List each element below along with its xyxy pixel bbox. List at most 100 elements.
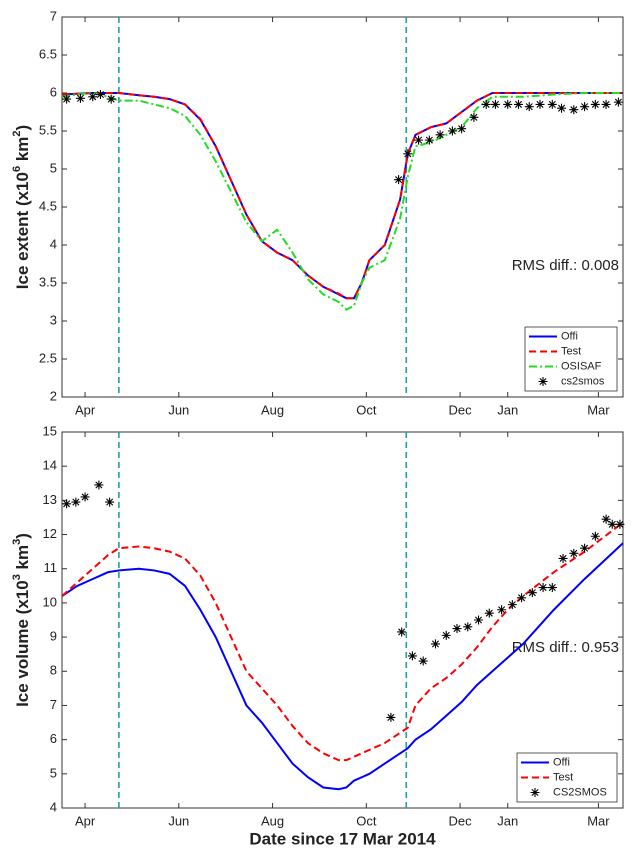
legend-label: Offi — [561, 330, 578, 342]
data-point — [397, 627, 407, 637]
y-tick-label: 11 — [44, 560, 58, 575]
data-point — [457, 124, 467, 134]
data-point — [601, 99, 611, 109]
data-point — [558, 553, 568, 563]
y-tick-label: 4 — [50, 799, 57, 814]
plot-area — [61, 431, 624, 809]
superscript: 3 — [11, 574, 23, 580]
y-tick-label: 13 — [43, 492, 57, 507]
data-point — [557, 103, 567, 113]
y-tick-label: 3.5 — [39, 274, 57, 289]
data-point — [527, 588, 537, 598]
y-tick-label: 6.5 — [39, 46, 57, 61]
data-point — [601, 514, 611, 524]
label-part: Ice extent (x10 — [13, 172, 32, 289]
data-point — [394, 175, 404, 185]
x-tick-label: Dec — [449, 813, 473, 828]
y-tick-label: 4.5 — [39, 198, 57, 213]
data-point — [607, 519, 617, 529]
data-point — [490, 99, 500, 109]
y-tick-label: 14 — [43, 458, 57, 473]
line-series — [61, 91, 623, 311]
x-tick-label: Apr — [75, 402, 96, 417]
data-point — [447, 126, 457, 136]
y-tick-label: 4 — [50, 236, 57, 251]
data-point — [524, 102, 534, 112]
y-tick-label: 12 — [43, 526, 57, 541]
data-point — [615, 519, 625, 529]
x-tick-label: Jan — [497, 813, 518, 828]
data-point — [463, 622, 473, 632]
data-point — [407, 651, 417, 661]
x-tick-label: Mar — [587, 813, 610, 828]
data-point — [105, 497, 115, 507]
data-point — [441, 630, 451, 640]
data-point — [580, 543, 590, 553]
y-tick-label: 6 — [50, 731, 57, 746]
legend-box — [524, 326, 618, 392]
y-tick-label: 8 — [50, 663, 57, 678]
label-part: ) — [13, 125, 32, 131]
data-point — [414, 135, 424, 145]
superscript: 6 — [11, 166, 23, 172]
data-point — [535, 99, 545, 109]
data-point — [538, 583, 548, 593]
data-point — [435, 130, 445, 140]
x-tick-label: Jun — [168, 813, 189, 828]
data-point — [418, 656, 428, 666]
data-point — [94, 480, 104, 490]
data-point — [75, 93, 85, 103]
x-tick-label: Jan — [497, 402, 518, 417]
data-point — [106, 94, 116, 104]
label-part: ) — [13, 533, 32, 539]
legend-label: cs2smos — [561, 375, 605, 387]
legend-label: CS2SMOS — [553, 786, 607, 798]
data-point — [590, 531, 600, 541]
superscript: 2 — [11, 130, 23, 136]
data-point — [547, 583, 557, 593]
y-tick-label: 10 — [43, 594, 57, 609]
annotation: RMS diff.: 0.008 — [512, 257, 619, 274]
y-tick-label: 2.5 — [39, 350, 57, 365]
y-tick-label: 5 — [50, 160, 57, 175]
legend-label: OSISAF — [561, 360, 602, 372]
y-tick-label: 15 — [43, 423, 57, 438]
line-series — [61, 542, 624, 791]
legend-label: Test — [553, 771, 573, 783]
legend-marker — [530, 788, 540, 797]
data-point — [95, 90, 105, 100]
data-point — [424, 135, 434, 145]
y-tick-label: 7 — [50, 8, 57, 23]
y-tick-label: 5.5 — [39, 122, 57, 137]
data-point — [547, 99, 557, 109]
x-tick-label: Oct — [356, 402, 377, 417]
data-point — [580, 102, 590, 112]
data-point — [474, 615, 484, 625]
annotation: RMS diff.: 0.953 — [512, 639, 619, 656]
data-point — [62, 499, 72, 509]
y-axis-label: Ice volume (x103 km3) — [11, 533, 33, 707]
superscript: 3 — [11, 539, 23, 545]
y-tick-label: 6 — [50, 84, 57, 99]
x-tick-label: Apr — [75, 813, 96, 828]
x-tick-label: Oct — [356, 813, 377, 828]
data-point — [513, 99, 523, 109]
data-point — [62, 94, 72, 104]
y-tick-label: 3 — [50, 312, 57, 327]
x-tick-label: Jun — [168, 402, 189, 417]
data-point — [481, 99, 491, 109]
data-point — [569, 105, 579, 115]
data-point — [469, 112, 479, 122]
y-tick-label: 2 — [50, 388, 57, 403]
legend-label: Test — [561, 345, 581, 357]
data-point — [517, 593, 527, 603]
y-tick-label: 5 — [50, 765, 57, 780]
label-part: km — [13, 545, 32, 574]
data-point — [503, 99, 513, 109]
line-series — [61, 521, 624, 762]
x-tick-label: Aug — [261, 402, 284, 417]
y-tick-label: 9 — [50, 629, 57, 644]
data-point — [403, 149, 413, 159]
label-part: Ice volume (x10 — [13, 580, 32, 707]
